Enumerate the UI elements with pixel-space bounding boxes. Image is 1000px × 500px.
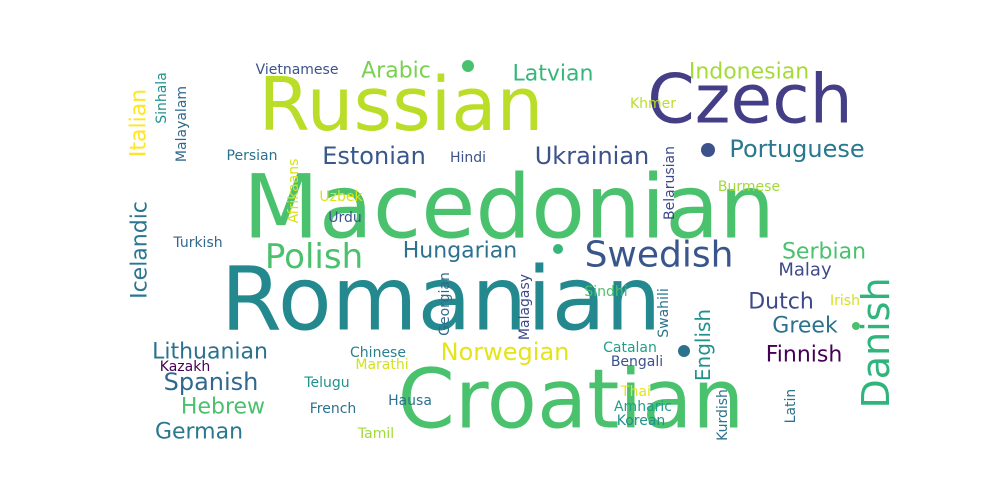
word-croatian: Croatian	[398, 353, 745, 448]
word-russian: Russian	[259, 62, 544, 148]
word-catalan: Catalan	[603, 340, 657, 356]
word-sindhi: Sindhi	[584, 284, 627, 300]
word-turkish: Turkish	[172, 235, 222, 251]
word-latvian: Latvian	[513, 62, 594, 87]
word-uzbek: Uzbek	[319, 189, 363, 205]
word-marathi: Marathi	[355, 357, 408, 373]
word-ukrainian: Ukrainian	[535, 142, 650, 170]
dot-mark	[678, 345, 690, 357]
word-hungarian: Hungarian	[403, 239, 517, 264]
dot-mark	[553, 244, 563, 254]
word-latin: Latin	[783, 389, 799, 424]
word-hausa: Hausa	[388, 393, 432, 409]
word-malayalam: Malayalam	[174, 86, 190, 162]
word-french: French	[310, 401, 357, 417]
dot-mark	[852, 322, 860, 330]
word-malay: Malay	[778, 260, 832, 281]
word-belarusian: Belarusian	[662, 146, 678, 220]
word-swahili: Swahili	[656, 288, 672, 337]
dot-mark	[462, 60, 474, 72]
word-serbian: Serbian	[782, 240, 866, 265]
word-khmer: Khmer	[630, 96, 676, 112]
word-vietnamese: Vietnamese	[256, 62, 339, 78]
word-indonesian: Indonesian	[689, 60, 809, 85]
word-dutch: Dutch	[748, 290, 814, 315]
word-burmese: Burmese	[718, 179, 780, 195]
word-norwegian: Norwegian	[441, 338, 570, 366]
word-hebrew: Hebrew	[181, 395, 265, 420]
word-telugu: Telugu	[303, 375, 349, 391]
word-danish: Danish	[854, 277, 898, 408]
word-persian: Persian	[227, 148, 278, 164]
word-finnish: Finnish	[766, 343, 843, 368]
word-lithuanian: Lithuanian	[152, 340, 268, 365]
word-malagasy: Malagasy	[517, 274, 533, 340]
word-georgian: Georgian	[437, 272, 453, 336]
word-urdu: Urdu	[328, 210, 362, 226]
word-polish: Polish	[265, 237, 363, 277]
word-chinese: Chinese	[350, 345, 406, 361]
word-thai: Thai	[620, 384, 651, 400]
word-arabic: Arabic	[361, 59, 431, 84]
word-afrikaans: Afrikaans	[286, 159, 302, 224]
word-macedonian: Macedonian	[243, 156, 775, 259]
word-swedish: Swedish	[585, 235, 734, 276]
word-spanish: Spanish	[164, 368, 259, 396]
word-romanian: Romanian	[221, 248, 662, 351]
word-hindi: Hindi	[450, 150, 486, 166]
word-sinhala: Sinhala	[154, 72, 170, 124]
word-german: German	[155, 420, 243, 445]
word-kurdish: Kurdish	[715, 389, 731, 441]
word-english: English	[691, 309, 715, 381]
dot-mark	[701, 143, 715, 157]
word-irish: Irish	[830, 293, 860, 309]
word-bengali: Bengali	[611, 354, 663, 370]
word-czech: Czech	[647, 61, 853, 140]
word-amharic: Amharic	[614, 399, 672, 415]
word-estonian: Estonian	[322, 142, 426, 170]
word-korean: Korean	[617, 413, 666, 429]
word-greek: Greek	[772, 314, 838, 339]
word-tamil: Tamil	[357, 426, 394, 442]
word-icelandic: Icelandic	[128, 201, 153, 299]
word-italian: Italian	[127, 89, 152, 157]
word-portuguese: Portuguese	[729, 135, 864, 163]
word-kazakh: Kazakh	[160, 359, 210, 375]
